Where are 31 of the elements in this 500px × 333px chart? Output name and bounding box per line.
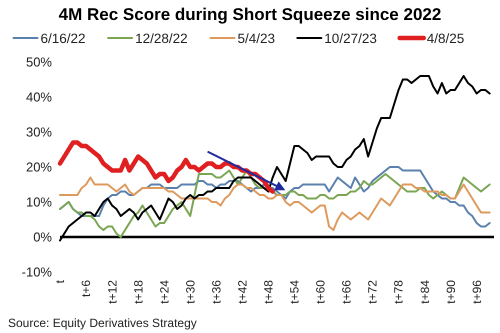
x-tick-label: t+12	[105, 280, 120, 304]
x-tick-label: t+36	[209, 280, 224, 304]
x-tick-label: t+24	[157, 280, 172, 304]
x-tick-label: t+90	[444, 280, 458, 304]
legend-label: 10/27/23	[324, 31, 377, 46]
chart-title: 4M Rec Score during Short Squeeze since 2022	[58, 5, 442, 24]
x-tick-label: t+48	[262, 280, 276, 304]
x-tick-label: t+18	[131, 280, 146, 304]
x-tick-label: t+72	[366, 280, 380, 304]
source-note: Source: Equity Derivatives Strategy	[8, 316, 197, 330]
x-tick-label: t+84	[418, 280, 432, 304]
y-tick-label: 0%	[33, 230, 52, 245]
y-tick-label: 30%	[26, 124, 52, 140]
x-tick-label: t+6	[79, 280, 94, 298]
y-tick-label: 40%	[26, 90, 52, 105]
y-tick-label: 50%	[26, 54, 52, 70]
x-tick-label: t+30	[183, 280, 198, 304]
legend-label: 6/16/22	[40, 31, 86, 46]
x-tick-label: t+96	[470, 280, 484, 304]
x-tick-label: t+78	[392, 280, 406, 304]
x-tick-label: t+66	[340, 280, 354, 304]
legend-label: 12/28/22	[135, 31, 188, 46]
legend-label: 5/4/23	[238, 31, 276, 46]
x-tick-label: t+54	[288, 280, 302, 304]
x-tick-label: t+60	[314, 280, 328, 304]
legend-label: 4/8/25	[426, 31, 464, 46]
y-tick-label: 20%	[26, 160, 52, 175]
y-tick-label: 10%	[26, 194, 52, 210]
y-tick-label: -10%	[22, 264, 52, 280]
x-tick-label: t+42	[235, 280, 250, 304]
x-tick-label: t	[53, 279, 68, 284]
